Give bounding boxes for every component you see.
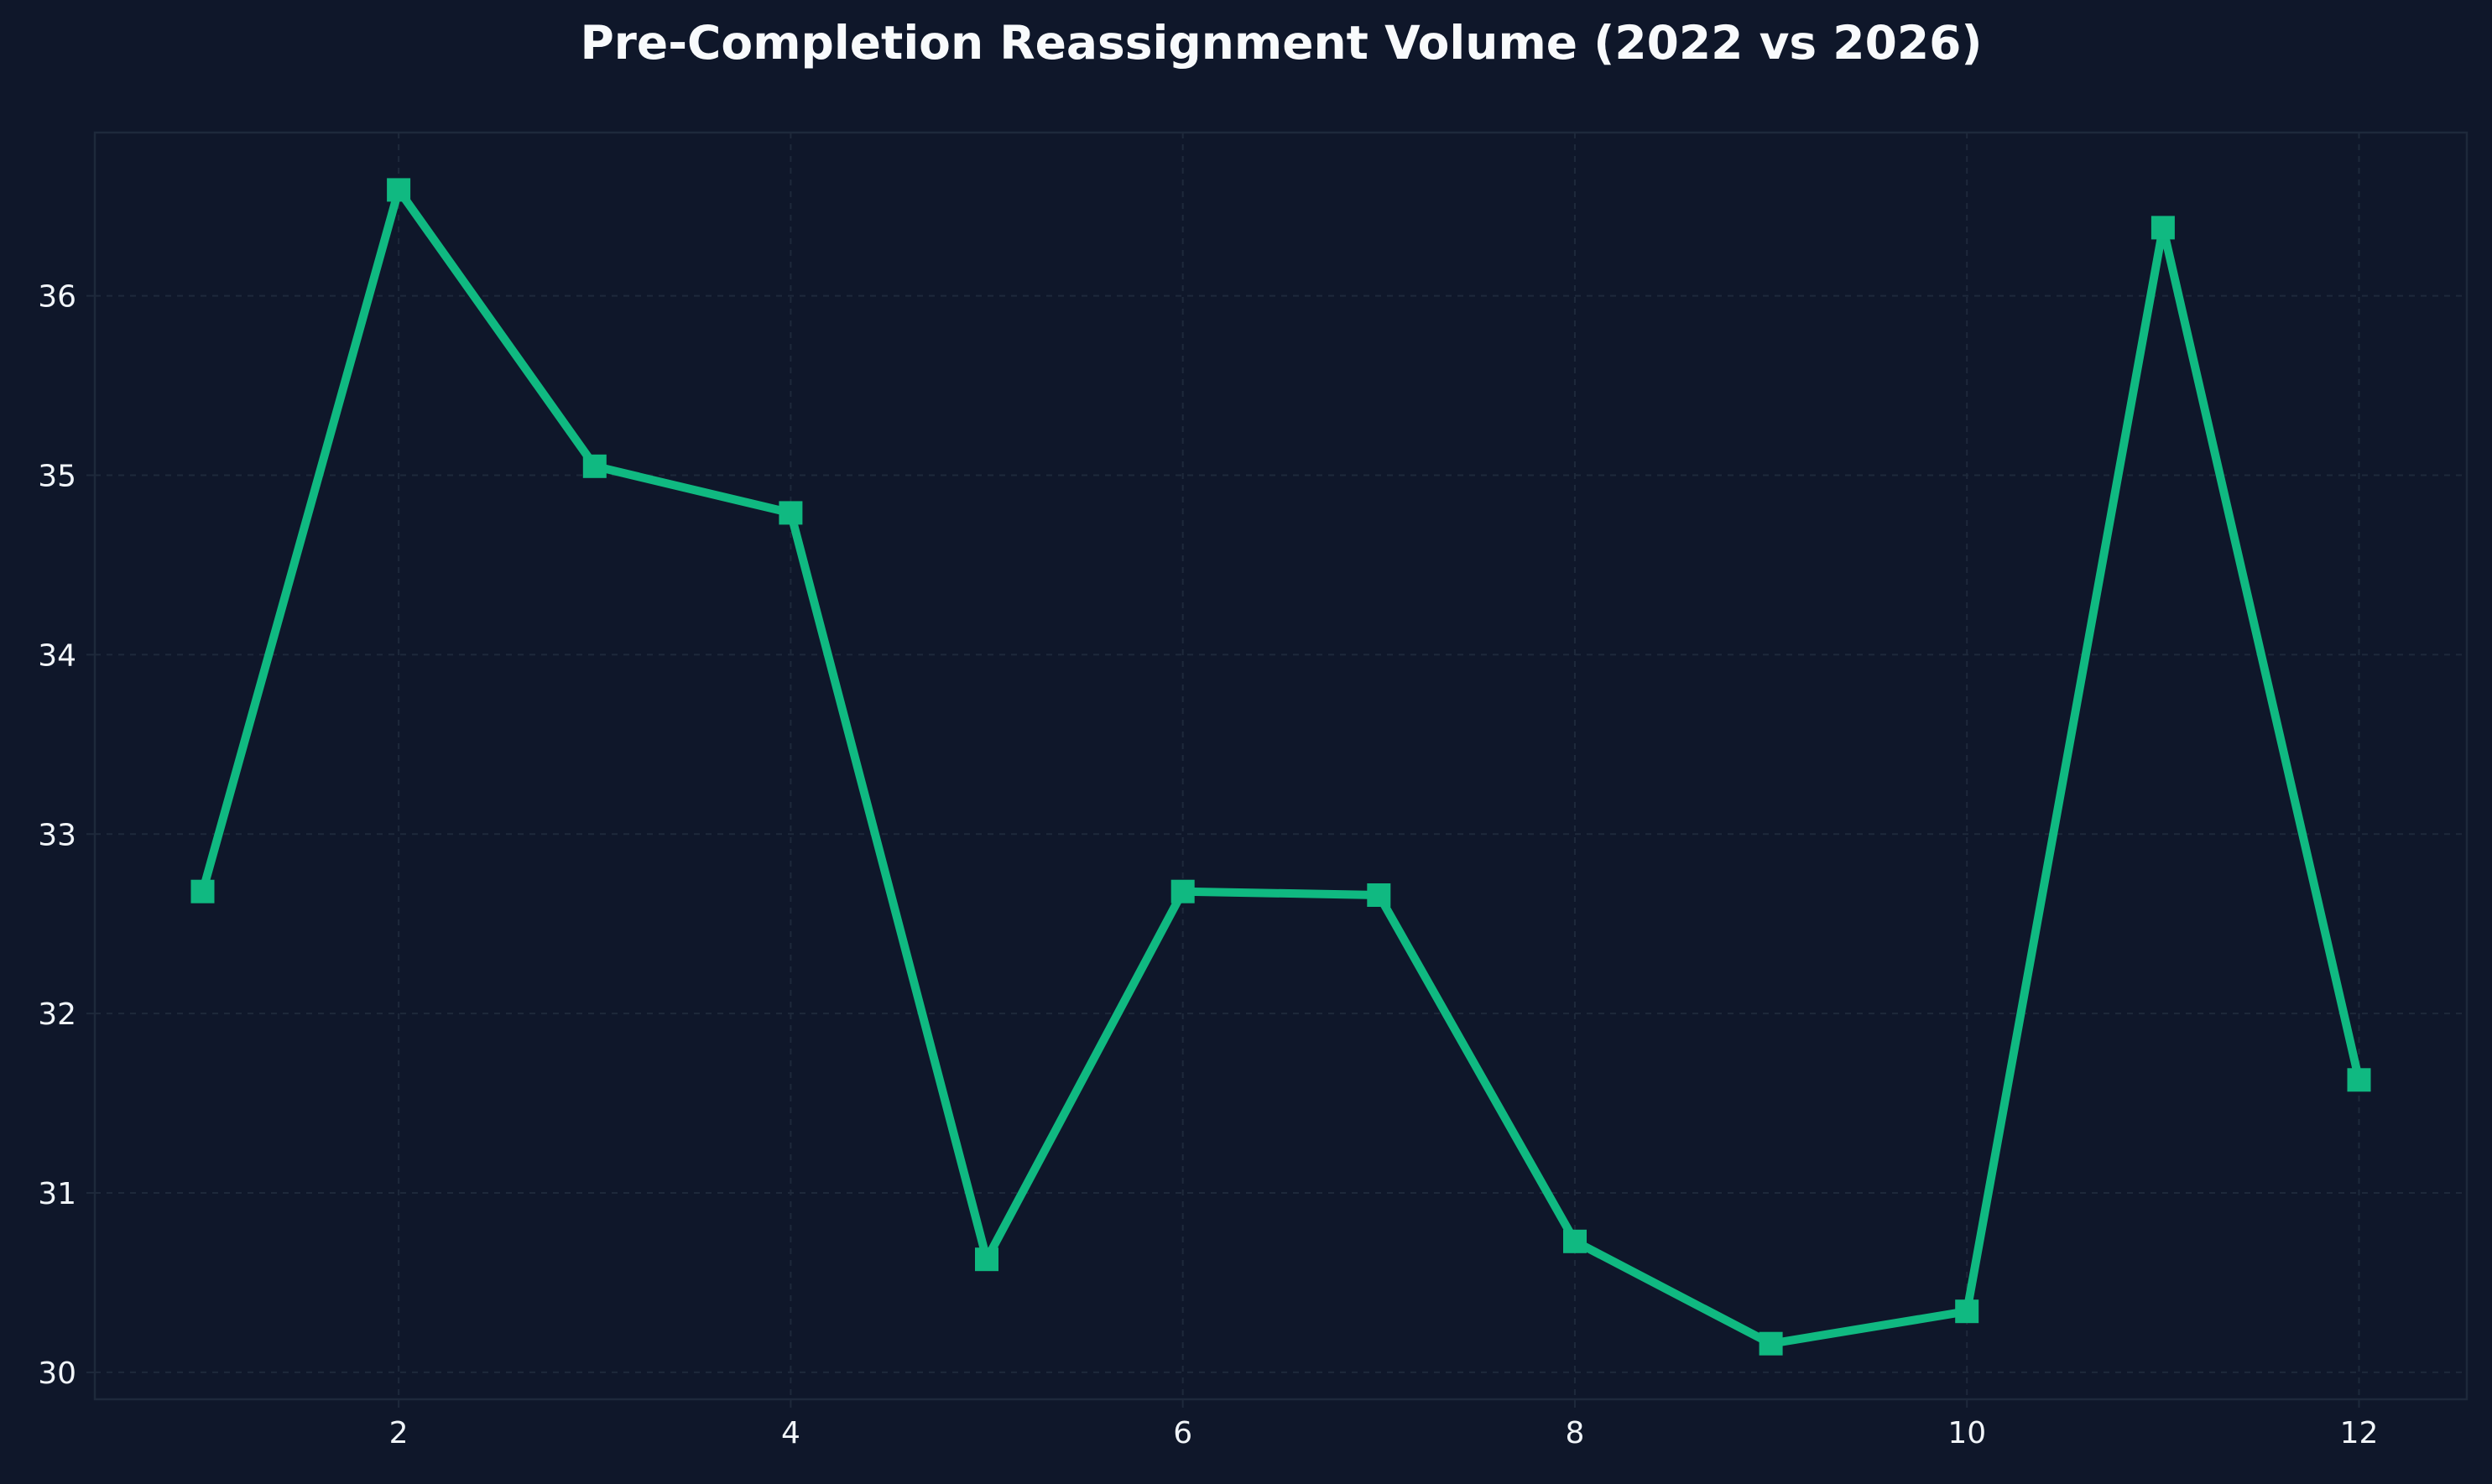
x-tick-label: 4 [781, 1416, 800, 1450]
x-tick-label: 2 [389, 1416, 409, 1450]
x-tick-label: 8 [1566, 1416, 1585, 1450]
series-line [198, 185, 2364, 1348]
y-tick-label: 34 [38, 638, 76, 673]
grid [95, 133, 2467, 1399]
data-point-marker [190, 879, 215, 903]
data-point-marker [582, 454, 607, 478]
data-point-marker [1955, 1299, 1979, 1324]
data-point-marker [2151, 216, 2175, 240]
y-tick-label: 32 [38, 997, 76, 1032]
data-point-marker [1170, 879, 1195, 903]
axes-frame [93, 131, 2469, 1401]
plot-area [95, 133, 2467, 1399]
data-point-marker [387, 178, 411, 202]
data-point-marker [975, 1247, 998, 1272]
y-tick-label: 31 [38, 1177, 76, 1211]
axis-ticks: 2 4 6 8 10 12 30 31 32 33 34 35 36 [38, 280, 2378, 1450]
y-tick-label: 30 [38, 1356, 76, 1391]
x-tick-label: 12 [2340, 1416, 2379, 1450]
data-point-marker [2347, 1068, 2371, 1092]
chart-title: Pre-Completion Reassignment Volume (2022… [580, 16, 1982, 70]
y-tick-label: 36 [38, 280, 76, 315]
data-point-marker [779, 501, 803, 525]
series-layer [190, 178, 2371, 1356]
y-tick-label: 35 [38, 460, 76, 494]
x-tick-label: 10 [1947, 1416, 1986, 1450]
data-point-marker [1367, 883, 1391, 907]
y-tick-label: 33 [38, 818, 76, 852]
data-point-marker [1759, 1331, 1783, 1356]
data-point-marker [1563, 1229, 1587, 1253]
x-tick-label: 6 [1173, 1416, 1192, 1450]
